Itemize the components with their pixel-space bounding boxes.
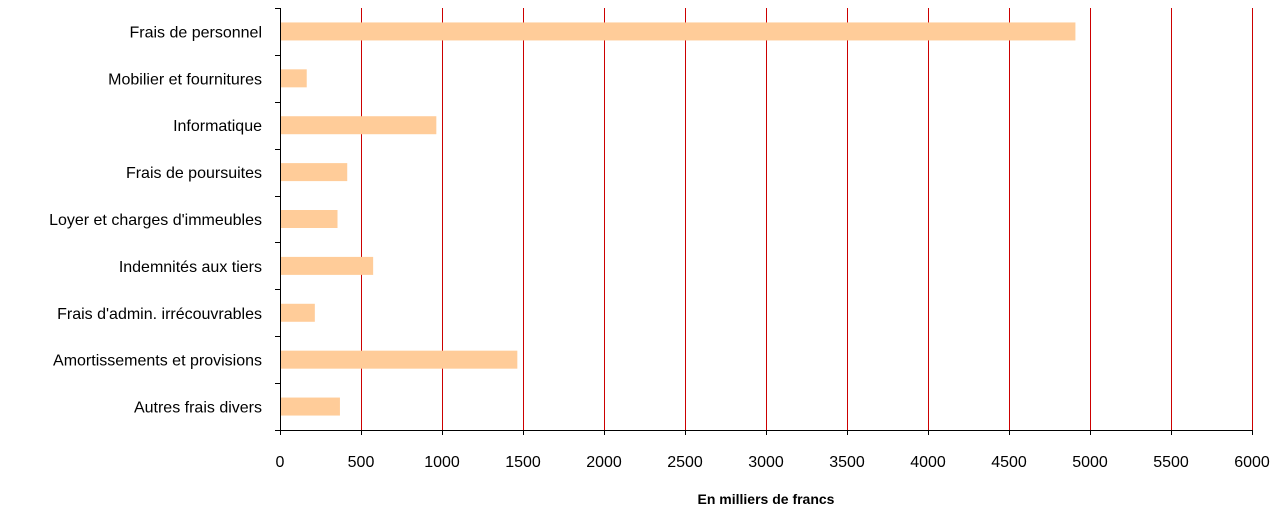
bar xyxy=(281,69,307,87)
bars xyxy=(281,22,1075,415)
x-tick-label: 3500 xyxy=(829,454,865,471)
x-tick-label: 500 xyxy=(348,454,375,471)
bar xyxy=(281,116,436,134)
bar xyxy=(281,210,338,228)
bar xyxy=(281,351,517,369)
category-label: Autres frais divers xyxy=(134,400,262,417)
category-label: Frais de personnel xyxy=(129,24,262,41)
x-tick-label: 3000 xyxy=(748,454,784,471)
x-tick-label: 5500 xyxy=(1153,454,1189,471)
category-label: Mobilier et fournitures xyxy=(108,71,262,88)
x-tick-label: 0 xyxy=(276,454,285,471)
category-label: Frais de poursuites xyxy=(126,165,262,182)
bar xyxy=(281,22,1075,40)
category-label: Loyer et charges d'immeubles xyxy=(49,212,262,229)
bar xyxy=(281,163,347,181)
category-label: Indemnités aux tiers xyxy=(119,259,262,276)
category-labels: Frais de personnel Mobilier et fourniture… xyxy=(49,24,262,416)
x-tick-label: 1000 xyxy=(424,454,460,471)
x-tick-label: 2000 xyxy=(586,454,622,471)
bar xyxy=(281,398,340,416)
x-axis-title: En milliers de francs xyxy=(698,491,835,507)
x-tick-label: 2500 xyxy=(667,454,703,471)
x-tick-label: 6000 xyxy=(1234,454,1270,471)
axes xyxy=(275,8,1253,435)
x-tick-labels: 0 500 1000 1500 2000 2500 3000 3500 4000 4500 5000… xyxy=(276,454,1270,471)
category-label: Informatique xyxy=(173,118,262,135)
bar xyxy=(281,304,315,322)
x-tick-label: 1500 xyxy=(505,454,541,471)
category-label: Amortissements et provisions xyxy=(53,353,262,370)
x-tick-label: 5000 xyxy=(1072,454,1108,471)
x-tick-label: 4000 xyxy=(910,454,946,471)
category-label: Frais d'admin. irrécouvrables xyxy=(57,306,262,323)
bar xyxy=(281,257,373,275)
x-tick-label: 4500 xyxy=(991,454,1027,471)
